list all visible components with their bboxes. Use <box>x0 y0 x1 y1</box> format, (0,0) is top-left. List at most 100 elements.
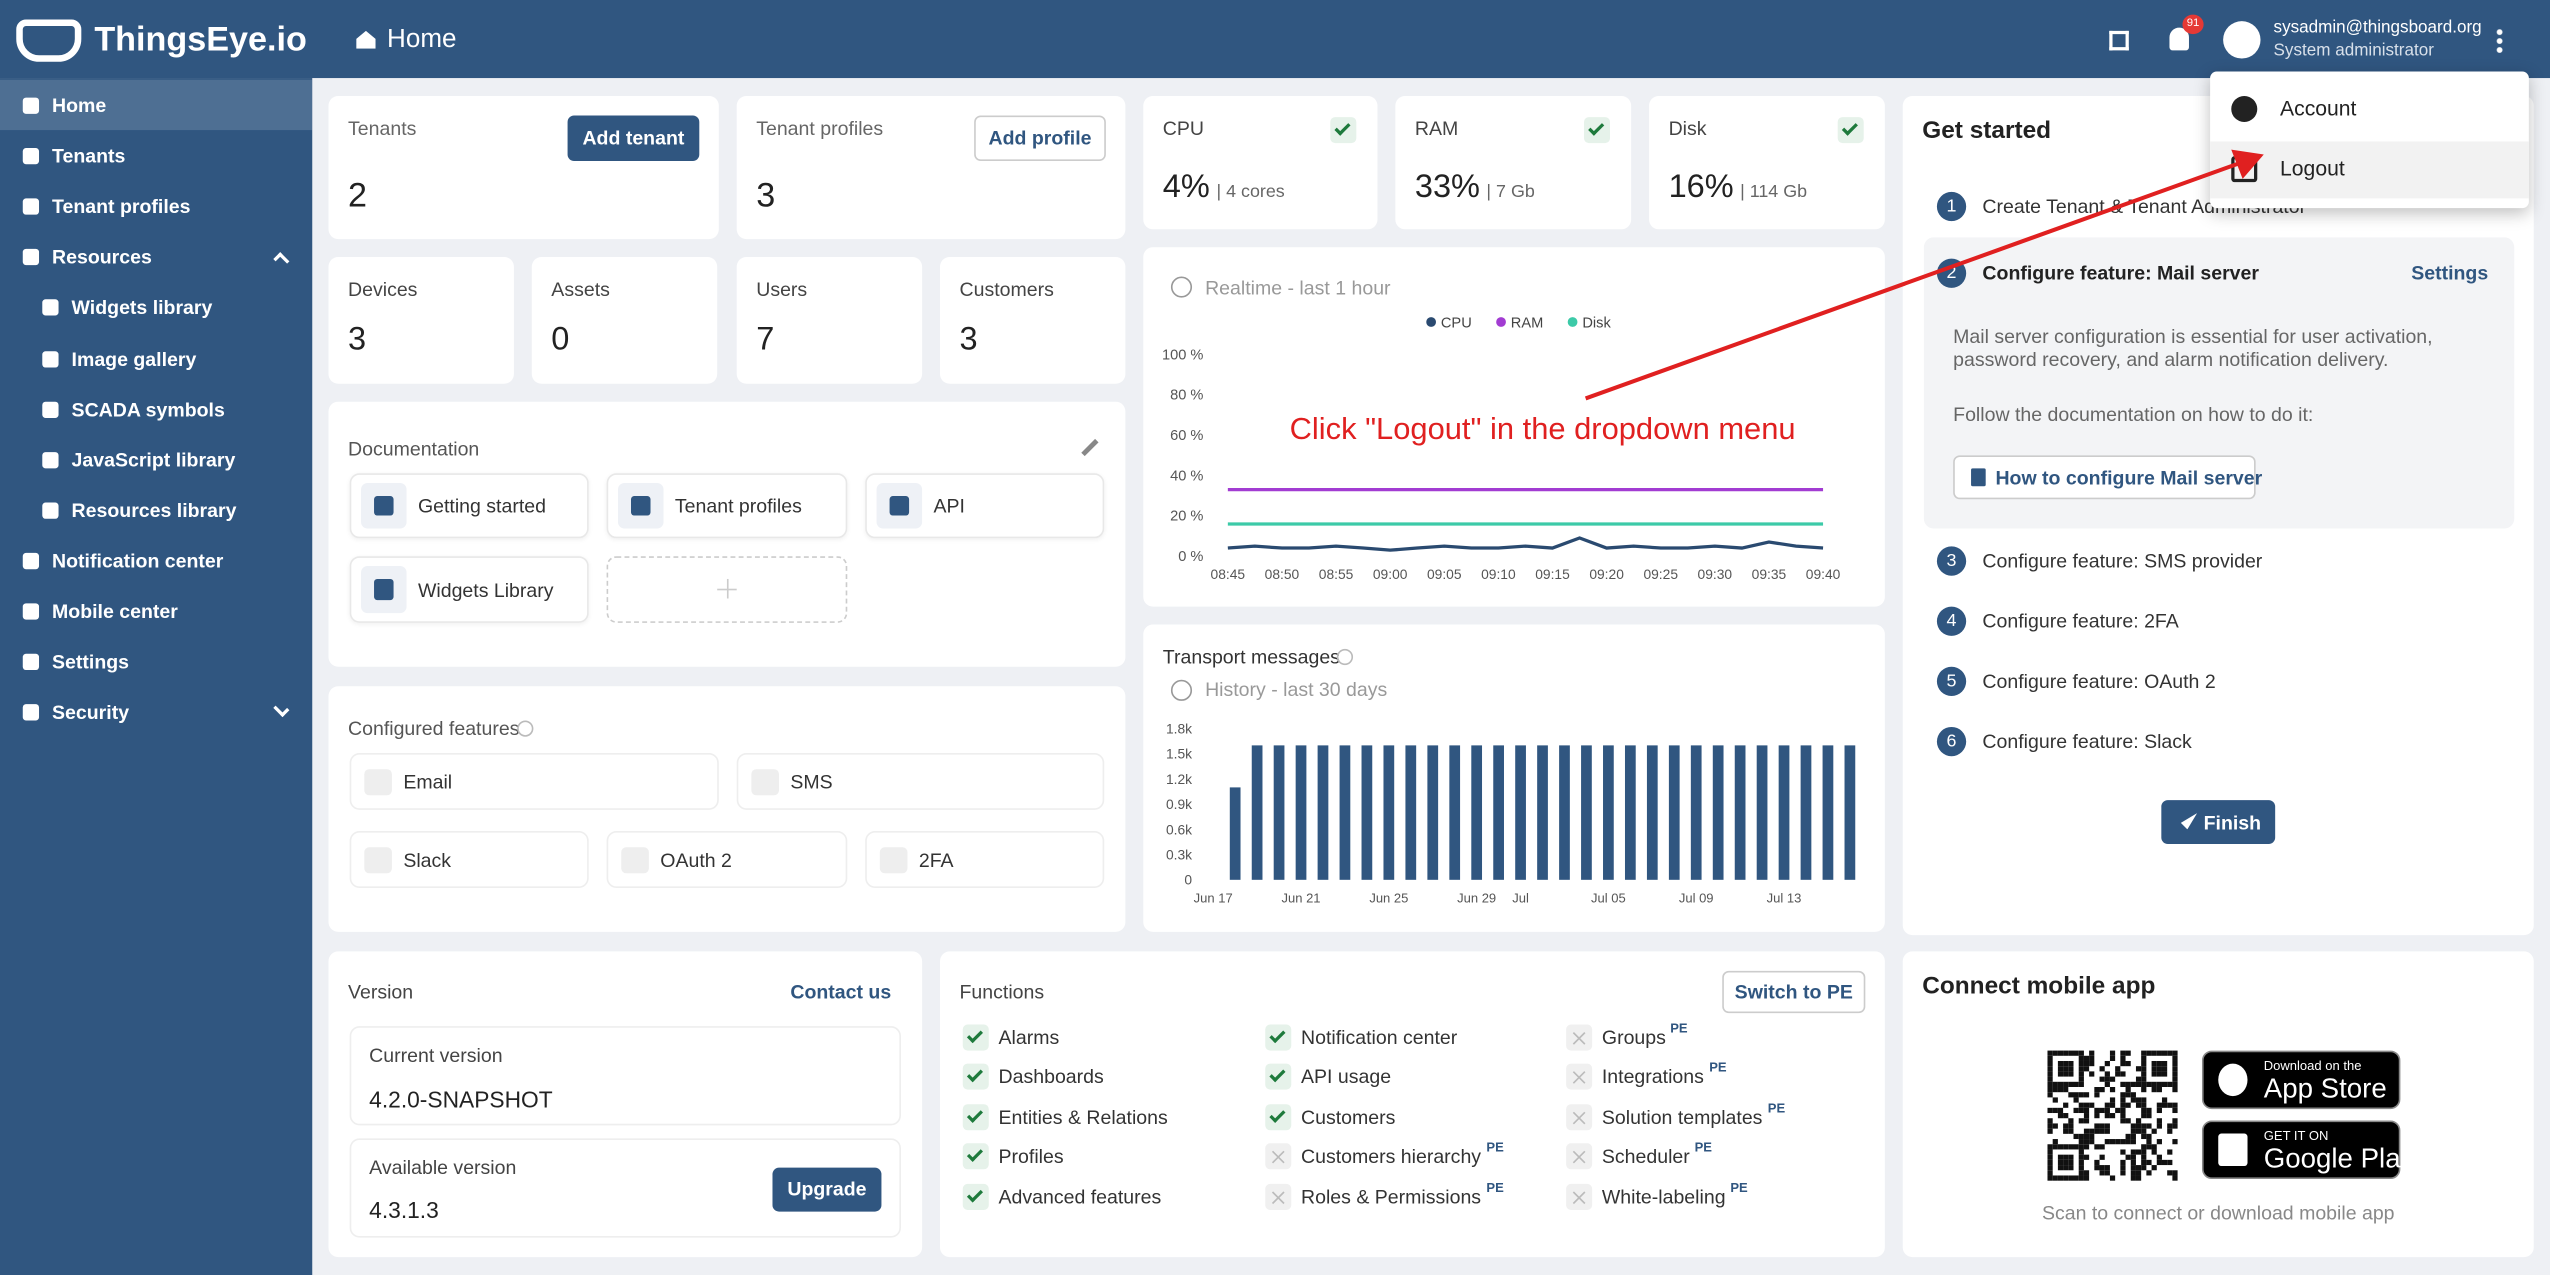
sidebar-icon <box>22 603 40 620</box>
feature-label: Slack <box>403 848 452 871</box>
doc-glyph <box>630 496 651 516</box>
card <box>939 256 1126 384</box>
feature <box>606 831 848 888</box>
store-logo <box>2218 1063 2248 1097</box>
card <box>939 951 1885 1258</box>
feature-label: 2FA <box>918 848 954 871</box>
fullscreen-button[interactable] <box>2109 30 2129 51</box>
sidebar-item[interactable]: Mobile center <box>52 600 178 623</box>
card-value: 7 <box>756 322 775 358</box>
version-box <box>349 1026 901 1126</box>
feature-off-icon <box>364 846 392 873</box>
card <box>328 256 514 384</box>
upgrade-button[interactable]: Upgrade <box>772 1167 882 1212</box>
sidebar-icon <box>22 552 40 570</box>
button[interactable]: Add tenant <box>567 115 700 162</box>
sidebar-icon <box>42 502 59 519</box>
sidebar-item[interactable]: Notification center <box>52 549 224 573</box>
check-box <box>1837 117 1864 144</box>
link[interactable]: Contact us <box>790 980 892 1004</box>
step-number: 4 <box>1946 611 1957 631</box>
doc-button-icon <box>1971 468 1986 487</box>
feature-off-icon <box>621 846 649 873</box>
card-value: 3 <box>959 322 978 358</box>
function-label: Alarms <box>998 1026 1060 1049</box>
sidebar-item[interactable]: Home <box>52 94 107 118</box>
user-email: sysadmin@thingsboard.org <box>2273 17 2482 38</box>
doc-glyph <box>374 578 394 601</box>
sidebar-icon <box>42 350 59 367</box>
sidebar-icon <box>22 249 40 266</box>
feature <box>736 752 1105 810</box>
function-label: API usage <box>1301 1065 1392 1088</box>
step-number: 6 <box>1946 731 1957 752</box>
doc-link[interactable] <box>606 473 848 539</box>
system-value: 4% <box>1162 169 1210 205</box>
pe-badge: PE <box>1709 1060 1727 1075</box>
function-label: Notification center <box>1301 1026 1458 1049</box>
step-circle <box>1936 666 1967 697</box>
function-icon-box <box>962 1024 989 1051</box>
card-label: Disk <box>1668 117 1707 140</box>
doc-link[interactable] <box>349 473 589 539</box>
pe-badge: PE <box>1767 1100 1786 1116</box>
feature <box>865 831 1105 888</box>
sidebar-subitem[interactable]: SCADA symbols <box>71 397 225 421</box>
notifications-button[interactable] <box>2169 27 2189 51</box>
notification-count: 91 <box>2186 17 2200 30</box>
card-label: Tenant profiles <box>756 117 884 140</box>
check-box <box>1330 117 1357 144</box>
sidebar-icon <box>42 299 59 317</box>
sidebar-subitem[interactable]: Image gallery <box>71 347 197 370</box>
doc-link[interactable] <box>865 473 1105 539</box>
system-value: 16% <box>1668 169 1734 205</box>
section-title: Version <box>348 980 414 1004</box>
sidebar-item[interactable]: Settings <box>52 650 130 674</box>
dropdown-item[interactable]: Account <box>2280 95 2357 121</box>
store-name: App Store <box>2263 1073 2387 1105</box>
doc-button[interactable] <box>1953 455 2256 500</box>
card-label: Assets <box>551 278 610 301</box>
function-icon-box <box>962 1104 989 1131</box>
doc-link[interactable] <box>349 556 589 623</box>
button[interactable]: Switch to PE <box>1722 970 1866 1014</box>
doc-button-label: How to configure Mail server <box>1995 466 2263 490</box>
sidebar-subitem[interactable]: Resources library <box>71 498 237 522</box>
step-description: Mail server configuration is essential f… <box>1953 325 2433 371</box>
info-icon <box>1336 648 1354 666</box>
avatar[interactable] <box>2223 21 2261 59</box>
card-value: 2 <box>348 177 368 215</box>
pe-badge: PE <box>1486 1140 1504 1155</box>
sidebar-icon <box>22 97 40 114</box>
step-action[interactable]: Settings <box>2411 261 2489 285</box>
step-follow: Follow the documentation on how to do it… <box>1953 403 2314 427</box>
system-detail: | 114 Gb <box>1740 182 1808 202</box>
sidebar-icon <box>22 653 40 671</box>
sidebar-item[interactable]: Resources <box>52 246 152 269</box>
system-detail: | 4 cores <box>1216 182 1285 202</box>
doc-link-label: Widgets Library <box>417 578 554 601</box>
clock-icon <box>1170 276 1193 298</box>
button[interactable]: Add profile <box>974 115 1106 162</box>
card-value: 3 <box>348 322 367 358</box>
logo: ThingsEye.io <box>94 21 307 59</box>
menu-button[interactable] <box>2496 27 2503 54</box>
finish-button[interactable] <box>2161 800 2276 845</box>
sidebar-subitem[interactable]: JavaScript library <box>71 448 236 472</box>
sidebar-icon <box>42 401 59 418</box>
pe-badge: PE <box>1486 1180 1504 1196</box>
dropdown-item[interactable]: Logout <box>2280 156 2345 181</box>
feature <box>349 831 589 888</box>
step-circle <box>1936 546 1967 576</box>
function-label: Customers hierarchy <box>1301 1144 1482 1168</box>
card-label: Tenants <box>348 117 417 140</box>
sidebar-item[interactable]: Security <box>52 701 130 724</box>
doc-add[interactable] <box>606 556 848 623</box>
card-value: 3 <box>756 177 776 215</box>
sidebar-subitem[interactable]: Widgets library <box>71 296 213 320</box>
function-label: Roles & Permissions <box>1301 1185 1482 1209</box>
sidebar-item[interactable]: Tenants <box>52 144 126 168</box>
function-icon-box <box>962 1063 989 1090</box>
card <box>736 95 1126 240</box>
sidebar-item[interactable]: Tenant profiles <box>52 195 191 219</box>
